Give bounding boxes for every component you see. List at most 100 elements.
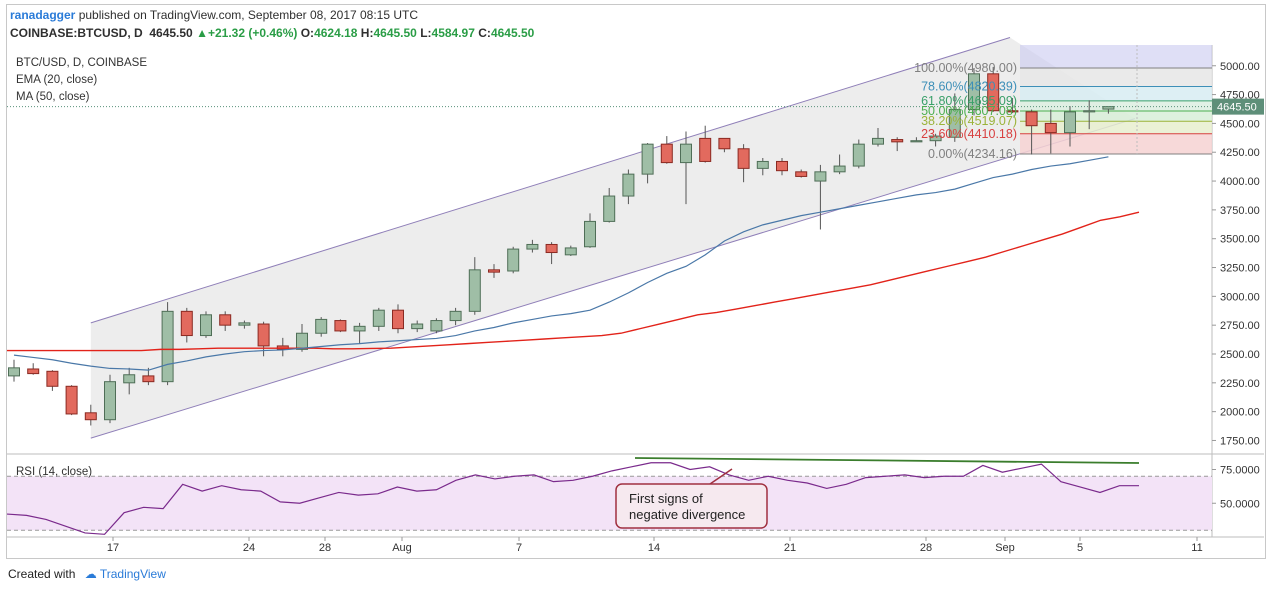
candle-body — [142, 375, 155, 383]
low-label: L: — [420, 26, 432, 40]
candle-body — [852, 143, 865, 167]
candle-body — [219, 314, 232, 326]
candle-body — [584, 220, 596, 248]
ema20-line — [13, 156, 1109, 371]
candle-body — [8, 367, 20, 377]
candle-body — [622, 173, 635, 197]
candle-body — [1025, 111, 1038, 127]
fib-zone — [1020, 100, 1212, 112]
publish-line: ranadagger published on TradingView.com,… — [10, 8, 418, 22]
rsi-band-fill — [7, 476, 1212, 531]
candle-body — [1044, 122, 1057, 134]
price-tick-label: 4500.00 — [1220, 118, 1260, 130]
candle-body — [449, 310, 462, 322]
fib-level-label: 0.00%(4234.16) — [928, 147, 1017, 161]
candle-body — [84, 412, 97, 421]
candle-body — [641, 143, 654, 175]
candle-body — [27, 368, 40, 375]
time-tick-label: Sep — [995, 542, 1015, 554]
candle-body — [872, 137, 884, 145]
candle-body — [315, 318, 328, 334]
fib-level-label: 23.60%(4410.18) — [921, 127, 1017, 141]
fib-zone — [1020, 111, 1212, 122]
tradingview-logo-icon: ☁ — [84, 567, 97, 581]
candle-body — [488, 269, 500, 273]
price-tick-label: 3750.00 — [1220, 205, 1260, 217]
annotation-text: negative divergence — [629, 507, 745, 522]
price-tick-label: 2000.00 — [1220, 407, 1260, 419]
candle-body — [1064, 111, 1076, 134]
candle-body — [104, 381, 116, 421]
trend-channel-fill — [90, 37, 1135, 439]
candle-body — [1006, 110, 1019, 113]
ma50-line — [7, 211, 1140, 352]
divergence-line — [634, 457, 1140, 464]
fib-zone — [1020, 86, 1212, 101]
candle-body — [257, 323, 270, 347]
created-with: Created with — [8, 567, 76, 581]
candle-body — [968, 73, 980, 111]
fib-level-label: 61.80%(4695.09) — [921, 94, 1017, 108]
candle-body — [392, 309, 404, 330]
candle-body — [161, 310, 174, 383]
time-tick-label: 21 — [784, 542, 796, 554]
time-tick-label: 7 — [516, 542, 522, 554]
open-value: 4624.18 — [314, 26, 358, 40]
candle-body — [507, 248, 520, 272]
candle-body — [545, 243, 558, 254]
candle-body — [718, 137, 731, 150]
price-tick-label: 1750.00 — [1220, 435, 1260, 447]
tradingview-link[interactable]: TradingView — [99, 567, 166, 581]
last-price: 4645.50 — [149, 26, 193, 40]
candle-body — [564, 247, 577, 256]
candle-body — [372, 309, 385, 327]
symbol: COINBASE:BTCUSD, D — [10, 26, 143, 40]
legend-ema: EMA (20, close) — [16, 74, 98, 86]
candle-body — [680, 143, 692, 164]
candle-body — [948, 109, 961, 138]
time-tick-label: 14 — [648, 542, 660, 554]
candle-body — [910, 140, 923, 143]
annotation-text: First signs of — [629, 491, 703, 506]
candle-body — [334, 320, 347, 332]
candle-body — [603, 195, 616, 222]
fib-level-label: 38.20%(4519.07) — [921, 114, 1017, 128]
price-tick-label: 3500.00 — [1220, 234, 1260, 246]
symbol-line: COINBASE:BTCUSD, D 4645.50 ▲+21.32 (+0.4… — [10, 26, 534, 40]
close-value: 4645.50 — [490, 26, 535, 40]
time-tick-label: 11 — [1191, 542, 1202, 554]
candle-body — [737, 148, 750, 169]
candle-body — [353, 325, 366, 332]
legend-main: BTC/USD, D, COINBASE — [16, 57, 147, 69]
price-tick-label: 4250.00 — [1220, 147, 1260, 159]
high-value: 4645.50 — [373, 26, 417, 40]
time-tick-label: 28 — [920, 542, 932, 554]
channel-lower-line — [90, 118, 1136, 439]
price-tick-label: 2500.00 — [1220, 349, 1260, 361]
price-change: +21.32 (+0.46%) — [207, 26, 298, 40]
legend-rsi: RSI (14, close) — [16, 466, 93, 478]
price-tick-label: 3000.00 — [1220, 291, 1260, 303]
candle-body — [526, 243, 539, 250]
rsi-line — [6, 462, 1139, 535]
candle-body — [468, 269, 481, 312]
annotation-pointer — [709, 468, 733, 485]
candle-body — [430, 320, 443, 332]
fib-zone — [1020, 68, 1212, 87]
price-tick-label: 4000.00 — [1220, 176, 1260, 188]
candle-body — [795, 171, 808, 177]
candle-body — [660, 143, 673, 164]
fib-level-label: 78.60%(4820.39) — [921, 79, 1017, 93]
legend-ma: MA (50, close) — [16, 91, 90, 103]
rsi-tick-label: 75.0000 — [1220, 465, 1260, 477]
candle-body — [891, 139, 904, 143]
candle-body — [238, 322, 251, 326]
footer: Created with ☁ TradingView — [8, 567, 166, 581]
last-price-label: 4645.50 — [1217, 102, 1257, 114]
author-link[interactable]: ranadagger — [10, 8, 76, 22]
low-value: 4584.97 — [431, 26, 475, 40]
time-tick-label: 5 — [1077, 542, 1083, 554]
time-tick-label: Aug — [392, 542, 412, 554]
rsi-tick-label: 50.0000 — [1220, 498, 1260, 510]
